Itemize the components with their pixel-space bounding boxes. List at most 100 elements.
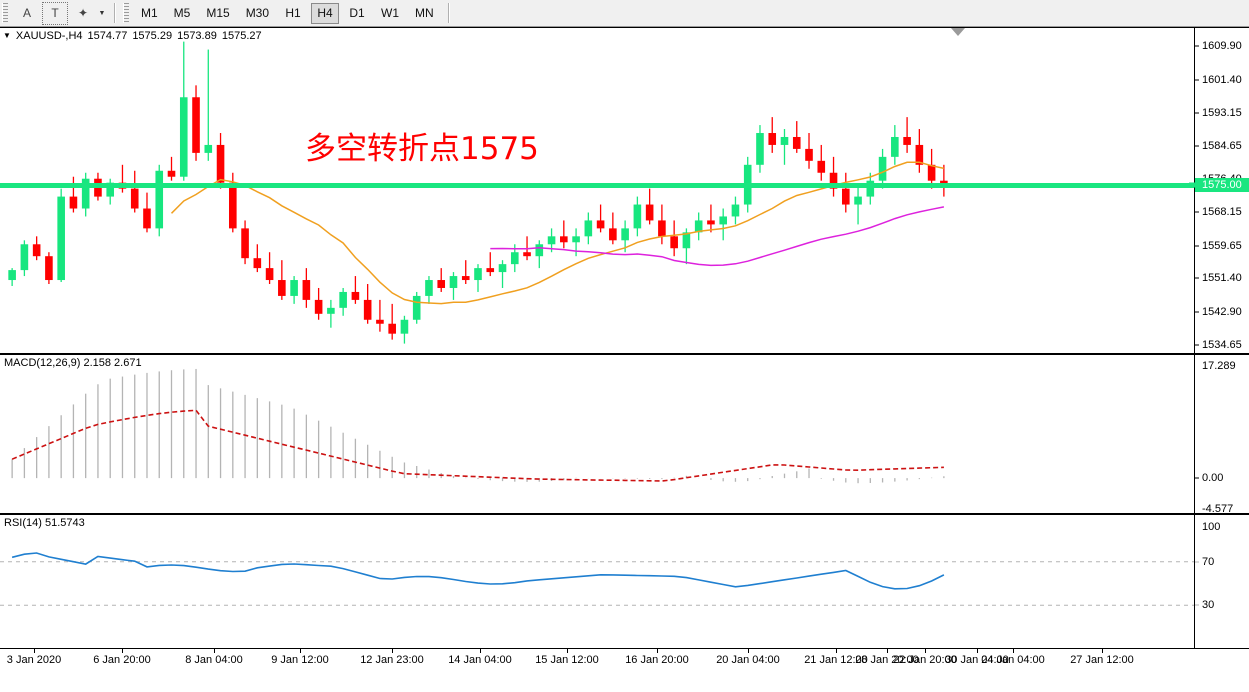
time-axis-label: 16 Jan 20:00: [625, 654, 689, 666]
time-axis-tick: [1013, 649, 1014, 653]
time-axis-label: 27 Jan 12:00: [1070, 654, 1134, 666]
price-axis-tick: [1195, 245, 1199, 247]
time-axis-tick: [1102, 649, 1103, 653]
timeframe-m30[interactable]: M30: [245, 6, 270, 20]
price-axis-tick: [1195, 145, 1199, 147]
time-axis-tick: [567, 649, 568, 653]
time-axis-label: 24 Jan 04:00: [981, 654, 1045, 666]
timeframe-mn[interactable]: MN: [415, 6, 434, 20]
time-axis-label: 20 Jan 04:00: [716, 654, 780, 666]
candlestick-series: [8, 41, 948, 344]
time-axis-tick: [392, 649, 393, 653]
price-axis-label: 1534.65: [1202, 339, 1242, 351]
rsi-axis[interactable]: 100 70 30: [1195, 515, 1249, 648]
time-axis-tick: [122, 649, 123, 653]
price-pane[interactable]: 多空转折点1575 ▼ XAUUSD-,H4 1574.77 1575.29 1…: [0, 27, 1249, 354]
price-axis-tick: [1195, 344, 1199, 346]
price-axis-label: 1609.90: [1202, 40, 1242, 52]
price-axis-label: 1559.65: [1202, 239, 1242, 252]
price-header: ▼ XAUUSD-,H4 1574.77 1575.29 1573.89 157…: [0, 28, 262, 43]
price-tag-nub: [1189, 182, 1195, 188]
time-axis-tick: [657, 649, 658, 653]
time-axis[interactable]: 3 Jan 2020 6 Jan 20:00 8 Jan 04:00 9 Jan 12…: [0, 649, 1249, 692]
price-axis-label: 1542.90: [1202, 306, 1242, 319]
timeframe-w1[interactable]: W1: [381, 6, 400, 20]
price-axis[interactable]: 1609.901601.401593.151584.651576.401568.…: [1189, 28, 1249, 353]
time-axis-tick: [887, 649, 888, 653]
price-plot[interactable]: 多空转折点1575: [0, 28, 1195, 353]
time-axis-label: 30 Jan 04:00: [945, 654, 1009, 666]
time-axis-label: 3 Jan 2020: [6, 654, 62, 666]
pane-collapse-caret-icon[interactable]: ▼: [3, 31, 11, 40]
timeframe-m15[interactable]: M15: [206, 6, 230, 20]
toolbar-grip[interactable]: [2, 3, 8, 23]
rsi-axis-label: 30: [1202, 599, 1215, 612]
time-axis-tick: [925, 649, 926, 653]
chart-area: 多空转折点1575 ▼ XAUUSD-,H4 1574.77 1575.29 1…: [0, 27, 1249, 692]
macd-plot[interactable]: [0, 355, 1195, 513]
time-axis-label: 8 Jan 04:00: [185, 654, 243, 666]
price-axis-tick: [1195, 45, 1199, 47]
macd-title: MACD(12,26,9) 2.158 2.671: [4, 357, 142, 369]
timeframe-m5[interactable]: M5: [173, 6, 191, 20]
price-axis-label: 1593.15: [1202, 106, 1242, 119]
price-axis-tick: [1195, 211, 1199, 213]
macd-pane[interactable]: MACD(12,26,9) 2.158 2.671 17.289 0.00 -4.5…: [0, 354, 1249, 515]
rsi-pane[interactable]: RSI(14) 51.5743 100 70 30: [0, 514, 1249, 649]
timeframe-h1[interactable]: H1: [285, 6, 301, 20]
time-axis-tick: [748, 649, 749, 653]
price-axis-tick: [1195, 311, 1199, 313]
macd-axis-label: 0.00: [1202, 472, 1224, 485]
time-axis-label: 15 Jan 12:00: [535, 654, 599, 666]
price-axis-label: 1568.15: [1202, 205, 1242, 218]
time-axis-tick: [214, 649, 215, 653]
macd-series: [11, 368, 945, 484]
symbol-label: XAUUSD-,H4: [15, 29, 83, 42]
toolbar-divider-end: [447, 3, 450, 23]
ohlc-open: 1574.77: [87, 29, 128, 42]
current-price-tag: 1575.00: [1195, 177, 1249, 192]
time-axis-tick: [836, 649, 837, 653]
rsi-series: [0, 552, 1194, 606]
rsi-axis-label: 100: [1202, 521, 1221, 533]
price-axis-tick: [1195, 277, 1199, 279]
timeframe-d1[interactable]: D1: [349, 6, 365, 20]
macd-axis-tick: [1195, 477, 1199, 479]
rsi-title: RSI(14) 51.5743: [4, 517, 85, 529]
chart-annotation-text[interactable]: 多空转折点1575: [305, 131, 539, 167]
macd-axis[interactable]: 17.289 0.00 -4.577: [1195, 355, 1249, 515]
time-axis-label: 12 Jan 23:00: [360, 654, 424, 666]
macd-axis-label: 17.289: [1202, 360, 1236, 372]
time-axis-tick: [480, 649, 481, 653]
time-axis-label: 22 Jan 20:00: [893, 654, 957, 666]
support-line[interactable]: [0, 182, 1194, 188]
rsi-plot[interactable]: [0, 515, 1195, 648]
macd-axis-label: -4.577: [1202, 503, 1234, 515]
rsi-axis-label: 70: [1202, 555, 1215, 568]
rsi-axis-tick: [1195, 604, 1199, 606]
ohlc-low: 1573.89: [177, 29, 217, 42]
objects-dropdown-caret-icon[interactable]: ▼: [98, 9, 106, 17]
time-axis-tick: [300, 649, 301, 653]
time-axis-label: 14 Jan 04:00: [448, 654, 512, 666]
objects-tool-icon[interactable]: ✦: [77, 6, 89, 20]
label-tool-icon[interactable]: T: [42, 1, 68, 25]
price-axis-label: 1601.40: [1202, 73, 1242, 86]
time-axis-label: 21 Jan 12:00: [804, 654, 868, 666]
price-axis-tick: [1195, 112, 1199, 114]
timeframe-m1[interactable]: M1: [141, 6, 158, 20]
price-axis-label: 1584.65: [1202, 140, 1242, 153]
time-axis-label: 6 Jan 20:00: [93, 654, 151, 666]
toolbar-divider: [114, 3, 116, 23]
ohlc-high: 1575.29: [132, 29, 173, 42]
timeframe-grip[interactable]: [123, 3, 129, 23]
chart-top-marker-icon: [951, 28, 965, 36]
time-axis-label: 9 Jan 12:00: [271, 654, 329, 666]
time-axis-tick: [977, 649, 978, 653]
price-axis-label: 1551.40: [1202, 272, 1242, 285]
price-axis-tick: [1195, 79, 1199, 81]
time-axis-label: 28 Jan 20:00: [855, 654, 919, 666]
text-tool-icon[interactable]: A: [22, 6, 31, 20]
timeframe-h4[interactable]: H4: [311, 2, 340, 24]
